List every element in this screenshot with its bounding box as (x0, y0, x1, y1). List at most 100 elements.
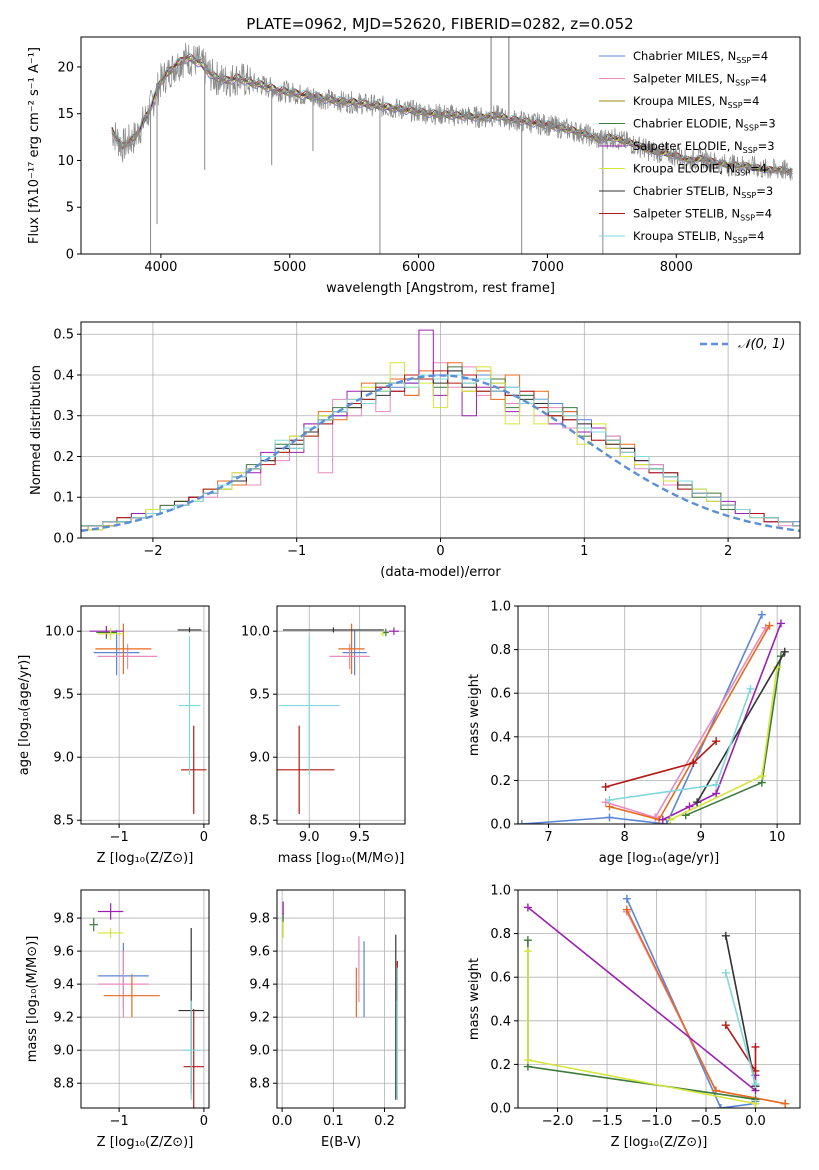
y-tick-label: 0.0 (490, 818, 511, 833)
plus-marker (518, 820, 526, 824)
spectrum-frame (80, 36, 801, 255)
y-tick-label: 0.8 (490, 927, 511, 942)
legend-label: Salpeter ELODIE, NSSP=3 (633, 139, 775, 155)
legend-suffix: =3 (756, 184, 773, 198)
spectrum-plot-area (111, 37, 793, 254)
y-axis-label: age [log₁₀(age/yr)] (17, 655, 32, 776)
x-tick-label: 4000 (144, 260, 177, 275)
x-tick-label: −1.0 (641, 1114, 673, 1129)
mass-weight-vs-metallicity-frame (517, 889, 801, 1109)
mass-weight-vs-metallicity-panel: −2.0 −1.5 −1.0 −0.5 0.0 0.0 0.2 0.4 0.6 0.8 1.0 Z [… (467, 884, 801, 1150)
plus-marker (693, 798, 702, 807)
y-tick-label: 0.6 (490, 687, 511, 702)
mass-weight-line (662, 623, 782, 821)
age-vs-mass-frame (276, 605, 406, 825)
legend-label: 𝒩(0, 1) (738, 337, 785, 352)
plus-marker (712, 780, 721, 789)
legend-name: Kroupa STELIB, N (633, 229, 733, 243)
y-tick-label: 5 (66, 201, 74, 216)
y-tick-label: 9.4 (249, 978, 270, 993)
mass-vs-metallicity-panel: −1 0 8.8 9.0 9.2 9.4 9.6 9.8 Z [log₁₀(Z/Z⊙)] mass… (25, 889, 210, 1150)
plus-marker (622, 894, 631, 903)
y-tick-label: 0.4 (53, 368, 74, 383)
mass-weight-line (521, 614, 763, 824)
x-tick-label: 9 (697, 830, 705, 845)
y-tick-label: 8.5 (53, 814, 74, 829)
y-axis-label: Normed distribution (29, 365, 44, 495)
y-axis-label: mass weight (467, 958, 482, 1040)
mass-weight-line (527, 951, 756, 1105)
plus-marker (605, 813, 614, 822)
x-tick-label: −1.5 (591, 1114, 623, 1129)
y-axis-label: mass [log₁₀(M/M⊙)] (25, 936, 40, 1063)
y-tick-label: 0.4 (490, 1014, 511, 1029)
y-tick-label: 0.0 (53, 532, 74, 547)
figure-title: PLATE=0962, MJD=52620, FIBERID=0282, z=0… (246, 15, 633, 33)
y-tick-label: 9.0 (53, 1044, 74, 1059)
plus-marker (523, 947, 532, 956)
y-tick-label: 9.8 (53, 912, 74, 927)
plus-marker (780, 647, 789, 656)
legend-suffix: =3 (758, 139, 775, 153)
residual-histogram-plot-area (81, 322, 800, 538)
y-tick-label: 8.8 (53, 1077, 74, 1092)
plus-marker (721, 968, 730, 977)
legend-name: Kroupa ELODIE, N (633, 162, 735, 176)
legend-label: Kroupa ELODIE, NSSP=4 (633, 162, 767, 178)
y-axis-label: mass weight (467, 674, 482, 756)
legend-label: Chabrier STELIB, NSSP=3 (633, 184, 773, 200)
x-tick-label: 10 (769, 830, 786, 845)
legend-label: Salpeter STELIB, NSSP=4 (633, 207, 772, 223)
y-tick-label: 9.2 (53, 1011, 74, 1026)
plus-marker (658, 815, 667, 824)
y-axis-label: Flux [fλ10⁻¹⁷ erg cm⁻² s⁻¹ A⁻¹] (27, 47, 42, 244)
gaussian-curve (81, 374, 800, 533)
y-tick-label: 10.0 (45, 625, 74, 640)
plus-marker (721, 931, 730, 940)
age-vs-mass-plot-area (277, 606, 405, 824)
plus-marker (746, 684, 755, 693)
x-axis-label: mass [log₁₀(M/M⊙)] (278, 851, 405, 866)
x-tick-label: 8000 (660, 260, 693, 275)
plus-marker (662, 820, 671, 824)
y-tick-label: 1.0 (490, 884, 511, 899)
legend-suffix: =4 (755, 207, 772, 221)
legend-label: Kroupa STELIB, NSSP=4 (633, 229, 764, 245)
plus-marker (666, 815, 675, 824)
age-vs-metallicity-frame (80, 605, 210, 825)
y-tick-label: 20 (57, 60, 74, 75)
mass-weight-line (725, 935, 757, 1087)
legend-suffix: =4 (751, 49, 768, 63)
legend-name: Chabrier STELIB, N (633, 184, 741, 198)
y-tick-label: 9.4 (53, 978, 74, 993)
y-tick-label: 9.5 (249, 688, 270, 703)
y-tick-label: 0.0 (490, 1102, 511, 1117)
x-tick-label: 7000 (531, 260, 564, 275)
plus-marker (757, 610, 766, 619)
x-tick-label: 9.5 (349, 830, 370, 845)
y-tick-label: 15 (57, 107, 74, 122)
y-tick-label: 0.4 (490, 730, 511, 745)
age-vs-mass-panel: 9.0 9.5 8.5 9.0 9.5 10.0 mass [log₁₀(M/M⊙)] (241, 605, 406, 866)
model-spectrum-line (111, 52, 793, 172)
mass-vs-ebv-frame (276, 889, 406, 1109)
y-tick-label: 0 (66, 248, 74, 263)
plus-marker (751, 1099, 760, 1108)
y-tick-label: 9.5 (53, 688, 74, 703)
legend-suffix: =4 (743, 94, 760, 108)
plus-marker (523, 936, 532, 945)
plus-marker (721, 1021, 730, 1030)
x-tick-label: 0.0 (745, 1114, 766, 1129)
legend-subscript: SSP (736, 56, 751, 65)
mass-vs-metallicity-plot-area (81, 890, 209, 1108)
x-axis-label: E(B-V) (321, 1135, 361, 1150)
y-tick-label: 0.2 (53, 450, 74, 465)
mass-vs-metallicity-frame (80, 889, 210, 1109)
y-tick-label: 9.0 (249, 751, 270, 766)
legend-subscript: SSP (733, 236, 748, 245)
y-tick-label: 0.1 (53, 491, 74, 506)
plus-marker (523, 1056, 532, 1065)
plus-marker (751, 1080, 760, 1089)
